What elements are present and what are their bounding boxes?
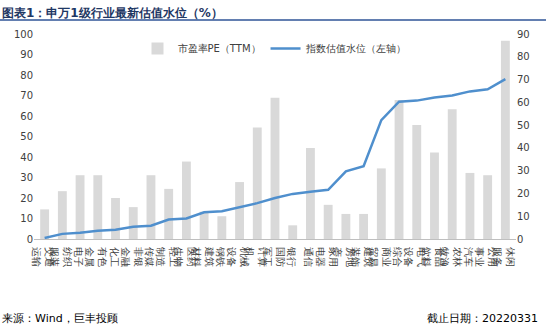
svg-text:来源：Wind，巨丰投顾: 来源：Wind，巨丰投顾 [2, 312, 118, 325]
svg-text:非银金融: 非银金融 [120, 247, 144, 267]
svg-text:40: 40 [20, 152, 33, 163]
svg-text:化工: 化工 [109, 247, 120, 267]
svg-text:指数估值水位（左轴）: 指数估值水位（左轴） [305, 43, 406, 54]
svg-text:60: 60 [20, 111, 33, 122]
svg-text:截止日期：20220331: 截止日期：20220331 [427, 312, 538, 325]
svg-text:医药生物: 医药生物 [173, 247, 197, 267]
svg-text:国防军工: 国防军工 [262, 247, 286, 267]
svg-text:20: 20 [517, 188, 530, 199]
svg-text:家用电器: 家用电器 [315, 247, 339, 267]
svg-text:计算机: 计算机 [244, 247, 268, 267]
svg-text:90: 90 [517, 29, 530, 40]
svg-text:纺织服装: 纺织服装 [49, 247, 73, 267]
svg-text:银行: 银行 [286, 246, 297, 267]
svg-text:10: 10 [20, 213, 33, 224]
svg-text:传媒: 传媒 [144, 247, 155, 267]
svg-text:建筑材料: 建筑材料 [191, 246, 215, 267]
svg-text:房地产: 房地产 [332, 247, 356, 267]
svg-text:70: 70 [20, 90, 33, 101]
svg-text:90: 90 [20, 49, 33, 60]
svg-text:0: 0 [27, 234, 33, 245]
svg-text:60: 60 [517, 97, 530, 108]
svg-text:100: 100 [14, 29, 33, 40]
svg-text:钢铁: 钢铁 [215, 246, 226, 267]
svg-text:电气设备: 电气设备 [403, 247, 427, 267]
svg-text:休闲服务: 休闲服务 [492, 247, 516, 267]
svg-text:农林牧渔: 农林牧渔 [439, 247, 463, 267]
svg-text:市盈率PE（TTM）: 市盈率PE（TTM） [178, 43, 261, 54]
svg-text:50: 50 [517, 120, 530, 131]
svg-text:70: 70 [517, 74, 530, 85]
svg-text:80: 80 [20, 70, 33, 81]
svg-text:机械设备: 机械设备 [226, 247, 250, 267]
svg-text:轻工制造: 轻工制造 [155, 247, 179, 267]
svg-text:通信: 通信 [303, 247, 314, 267]
svg-text:有色金属: 有色金属 [84, 247, 108, 267]
svg-text:公用事业: 公用事业 [474, 247, 498, 267]
svg-text:商业贸易: 商业贸易 [368, 247, 392, 267]
svg-text:30: 30 [20, 172, 33, 183]
svg-text:50: 50 [20, 131, 33, 142]
svg-text:0: 0 [517, 234, 523, 245]
svg-text:汽车: 汽车 [463, 247, 474, 267]
svg-text:食品饮料: 食品饮料 [421, 246, 445, 267]
svg-text:40: 40 [517, 142, 530, 153]
svg-text:建筑装饰: 建筑装饰 [350, 246, 374, 267]
svg-text:80: 80 [517, 51, 530, 62]
svg-text:电子: 电子 [73, 247, 84, 267]
svg-text:综合: 综合 [392, 247, 403, 267]
svg-text:30: 30 [517, 165, 530, 176]
svg-text:10: 10 [517, 211, 530, 222]
svg-text:20: 20 [20, 193, 33, 204]
svg-text:交通运输: 交通运输 [31, 247, 55, 267]
svg-text:图表1：申万1级行业最新估值水位（%）: 图表1：申万1级行业最新估值水位（%） [2, 6, 223, 20]
